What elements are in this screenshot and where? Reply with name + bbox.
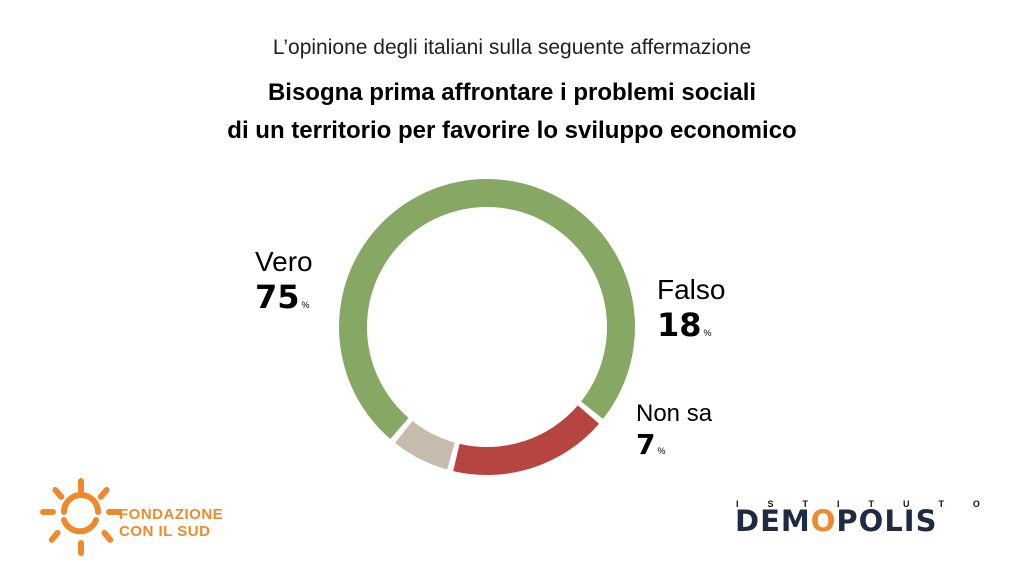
- chart-title: Bisogna prima affrontare i problemi soci…: [0, 74, 1024, 150]
- fondazione-sun-icon: [40, 478, 122, 556]
- slice-vero: [339, 179, 636, 440]
- label-falso-unit: %: [703, 328, 712, 338]
- label-falso: Falso 18%: [657, 274, 725, 344]
- label-vero-value: 75: [255, 278, 300, 316]
- label-vero-unit: %: [301, 300, 310, 310]
- label-vero: Vero 75%: [255, 246, 313, 316]
- label-nonsa-name: Non sa: [636, 400, 713, 427]
- chart-subtitle: L’opinione degli italiani sulla seguente…: [272, 36, 752, 59]
- label-nonsa-value: 7: [636, 428, 656, 461]
- fondazione-line-2: CON IL SUD: [119, 523, 211, 540]
- demopolis-logo-text: DEMOPOLIS: [735, 504, 938, 538]
- fondazione-line-1: FONDAZIONE: [119, 506, 224, 523]
- fondazione-logo-text: FONDAZIONE CON IL SUD: [119, 506, 223, 540]
- label-falso-name: Falso: [657, 274, 726, 305]
- demopolis-accent-letter: O: [810, 504, 837, 538]
- label-falso-value: 18: [657, 306, 702, 344]
- chart-title-line-2: di un territorio per favorire lo svilupp…: [227, 117, 797, 144]
- slice-nonsa: [395, 421, 455, 470]
- label-vero-name: Vero: [255, 246, 313, 277]
- demopolis-top-text: ISTITUTO: [736, 499, 1009, 509]
- label-nonsa: Non sa 7%: [636, 400, 712, 461]
- slice-falso: [453, 405, 600, 475]
- chart-title-line-1: Bisogna prima affrontare i problemi soci…: [267, 79, 757, 106]
- label-nonsa-unit: %: [657, 446, 666, 456]
